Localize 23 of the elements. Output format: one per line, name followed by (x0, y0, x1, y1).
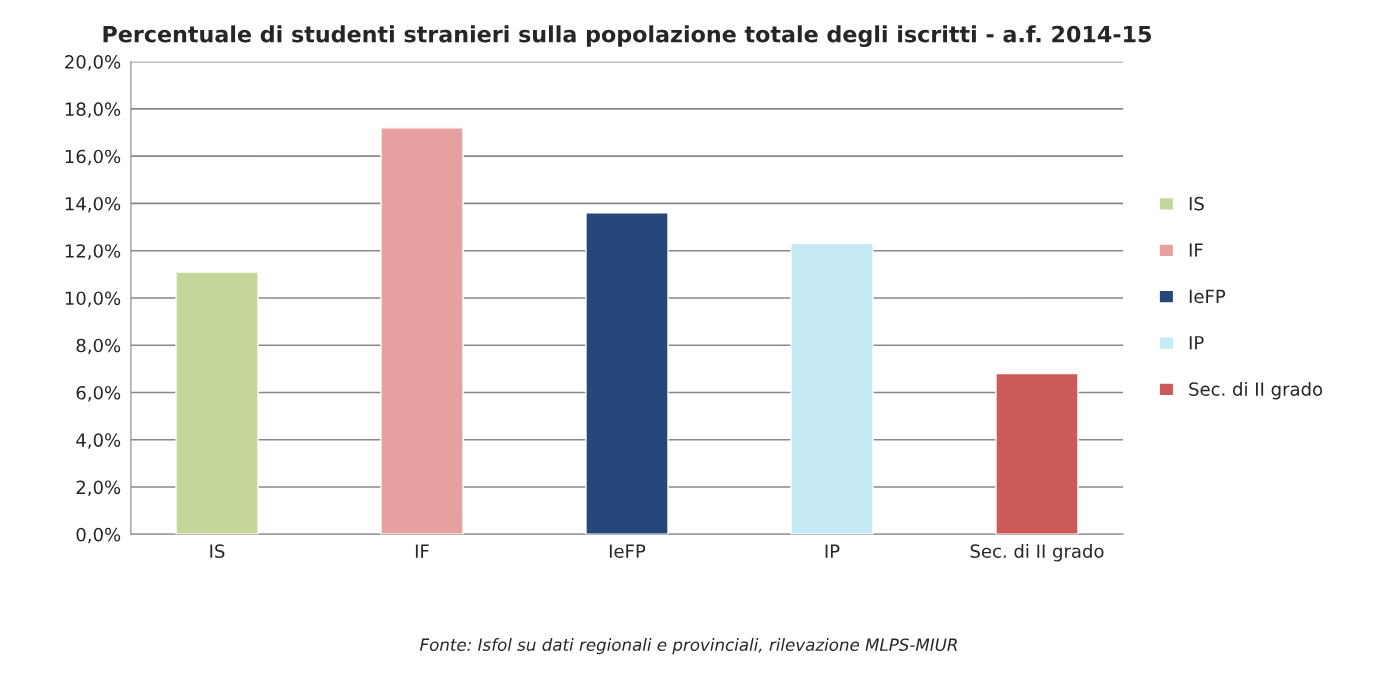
y-tick-label: 10,0% (65, 291, 121, 307)
y-tick-label: 6,0% (76, 385, 121, 402)
x-tick-label: IP (825, 544, 840, 558)
y-tick-label: 16,0% (65, 149, 121, 166)
x-tick-label: IS (210, 544, 225, 558)
legend-label: Sec. di II grado (1189, 381, 1323, 400)
y-tick-label: 2,0% (76, 480, 121, 496)
legend-label: IS (1189, 196, 1204, 211)
source-note: Fonte: Isfol su dati regionali e provinciali, rilevazione MLPS-MIUR (419, 638, 957, 655)
y-tick-label: 0,0% (76, 527, 121, 544)
legend-label: IeFP (1189, 289, 1226, 304)
y-tick-label: 18,0% (65, 102, 121, 118)
y-tick-label: 14,0% (65, 196, 121, 213)
legend-label: IF (1189, 243, 1203, 257)
y-tick-label: 8,0% (76, 338, 121, 355)
x-tick-label: Sec. di II grado (970, 544, 1104, 562)
y-tick-label: 12,0% (65, 244, 121, 260)
x-tick-label: IF (415, 544, 429, 558)
y-tick-label: 4,0% (76, 433, 121, 449)
y-tick-label: 20,0% (65, 55, 121, 71)
x-tick-label: IeFP (609, 544, 646, 558)
chart-title: Percentuale di studenti stranieri sulla popolazione totale degli iscritti - a.f. 2014-15 (103, 25, 1151, 47)
legend-label: IP (1189, 336, 1204, 350)
